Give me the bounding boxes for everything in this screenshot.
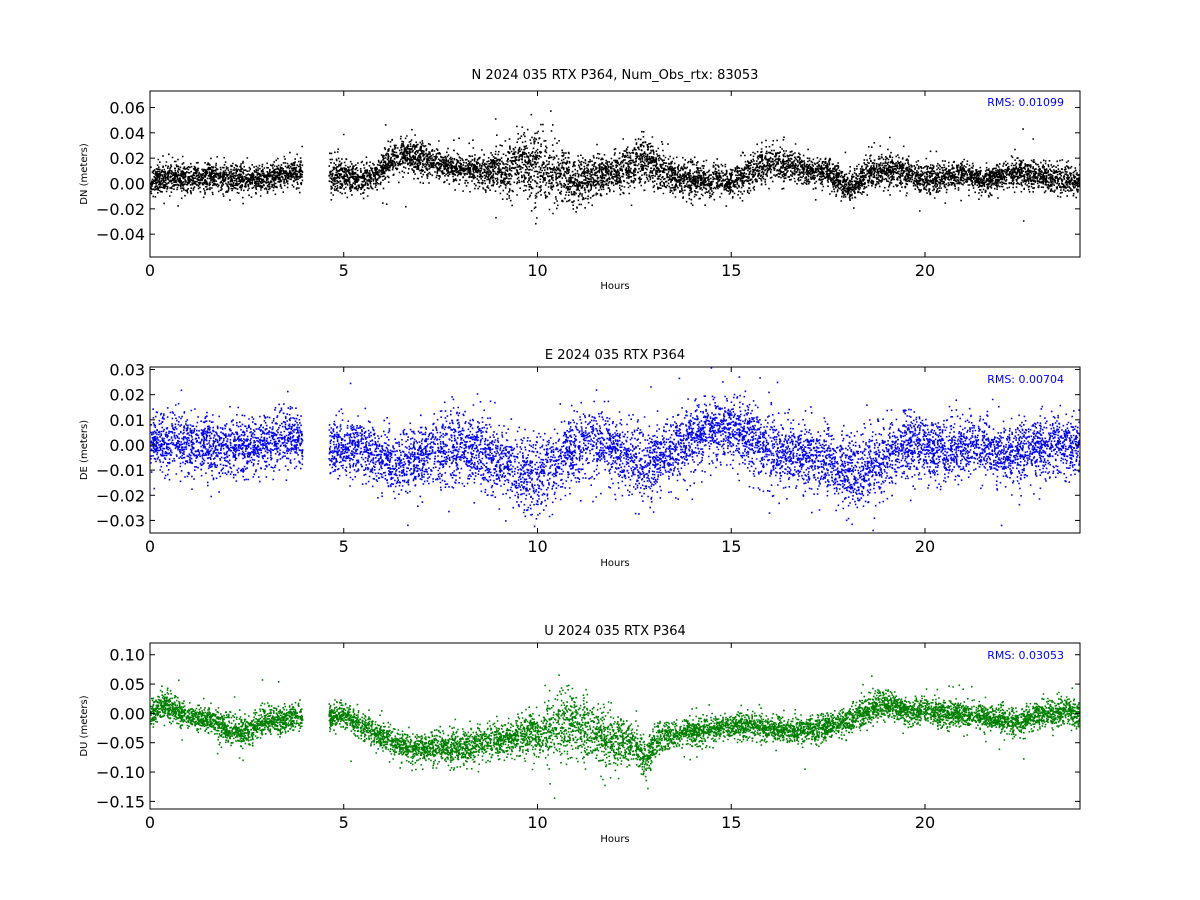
east-xlabel: Hours bbox=[600, 558, 629, 569]
panel-north: −0.04 −0.02 0.00 0.02 0.04 0.06 0 5 10 15 20 N 20… bbox=[79, 68, 1081, 292]
east-xtick-label: 15 bbox=[721, 537, 741, 556]
east-xticks: 0 5 10 15 20 bbox=[145, 367, 935, 556]
east-xtick-label: 10 bbox=[527, 537, 547, 556]
east-ylabel: DE (meters) bbox=[79, 420, 90, 480]
north-rms-annotation: RMS: 0.01099 bbox=[987, 96, 1064, 109]
up-ytick-label: 0.00 bbox=[109, 704, 145, 723]
up-ytick-label: 0.05 bbox=[109, 675, 145, 694]
east-plot-area bbox=[150, 367, 1080, 532]
north-ytick-label: −0.04 bbox=[96, 225, 145, 244]
east-xtick-label: 20 bbox=[915, 537, 935, 556]
north-xtick-label: 20 bbox=[915, 261, 935, 280]
east-xtick-label: 0 bbox=[145, 537, 155, 556]
north-data-points bbox=[150, 110, 1080, 225]
north-plot-area bbox=[150, 110, 1080, 225]
north-ytick-label: −0.02 bbox=[96, 200, 145, 219]
east-ytick-label: −0.02 bbox=[96, 486, 145, 505]
east-data-points bbox=[150, 367, 1080, 532]
up-rms-annotation: RMS: 0.03053 bbox=[987, 649, 1064, 662]
up-axes-frame bbox=[149, 642, 1081, 810]
up-plot-area bbox=[150, 674, 1080, 799]
east-rms-annotation: RMS: 0.00704 bbox=[987, 373, 1064, 386]
up-xlabel: Hours bbox=[600, 834, 629, 845]
up-ytick-label: −0.05 bbox=[96, 734, 145, 753]
north-yticks: −0.04 −0.02 0.00 0.02 0.04 0.06 bbox=[96, 98, 1080, 244]
up-xtick-label: 0 bbox=[145, 813, 155, 832]
east-ytick-label: −0.01 bbox=[96, 461, 145, 480]
north-xtick-label: 10 bbox=[527, 261, 547, 280]
north-xticks: 0 5 10 15 20 bbox=[145, 91, 935, 280]
up-title: U 2024 035 RTX P364 bbox=[544, 624, 686, 639]
up-ytick-label: −0.10 bbox=[96, 763, 145, 782]
east-ytick-label: −0.03 bbox=[96, 511, 145, 530]
up-ytick-label: −0.15 bbox=[96, 792, 145, 811]
east-yticks: −0.03 −0.02 −0.01 0.00 0.01 0.02 0.03 bbox=[96, 361, 1080, 530]
east-ytick-label: 0.01 bbox=[109, 411, 145, 430]
north-xtick-label: 15 bbox=[721, 261, 741, 280]
north-axes-frame bbox=[149, 90, 1081, 258]
up-xticks: 0 5 10 15 20 bbox=[145, 643, 935, 832]
up-xtick-label: 5 bbox=[339, 813, 349, 832]
east-axes-frame bbox=[149, 366, 1081, 534]
east-ytick-label: 0.02 bbox=[109, 386, 145, 405]
north-ytick-label: 0.02 bbox=[109, 149, 145, 168]
east-ytick-label: 0.00 bbox=[109, 436, 145, 455]
up-ylabel: DU (meters) bbox=[79, 695, 90, 756]
up-ytick-label: 0.10 bbox=[109, 646, 145, 665]
panel-up: −0.15 −0.10 −0.05 0.00 0.05 0.10 0 5 10 15 20 U 2… bbox=[79, 624, 1081, 845]
north-title: N 2024 035 RTX P364, Num_Obs_rtx: 83053 bbox=[472, 68, 759, 83]
north-xlabel: Hours bbox=[600, 281, 629, 292]
north-xtick-label: 5 bbox=[339, 261, 349, 280]
east-xtick-label: 5 bbox=[339, 537, 349, 556]
north-ytick-label: 0.00 bbox=[109, 175, 145, 194]
east-title: E 2024 035 RTX P364 bbox=[545, 348, 685, 363]
up-xtick-label: 15 bbox=[721, 813, 741, 832]
north-ytick-label: 0.06 bbox=[109, 98, 145, 117]
up-yticks: −0.15 −0.10 −0.05 0.00 0.05 0.10 bbox=[96, 646, 1080, 811]
up-xtick-label: 20 bbox=[915, 813, 935, 832]
east-ytick-label: 0.03 bbox=[109, 361, 145, 380]
up-xtick-label: 10 bbox=[527, 813, 547, 832]
panel-east: −0.03 −0.02 −0.01 0.00 0.01 0.02 0.03 0 5 10 15 20… bbox=[79, 348, 1081, 569]
north-ytick-label: 0.04 bbox=[109, 124, 145, 143]
north-xtick-label: 0 bbox=[145, 261, 155, 280]
up-data-points bbox=[150, 674, 1080, 799]
north-ylabel: DN (meters) bbox=[79, 143, 90, 205]
